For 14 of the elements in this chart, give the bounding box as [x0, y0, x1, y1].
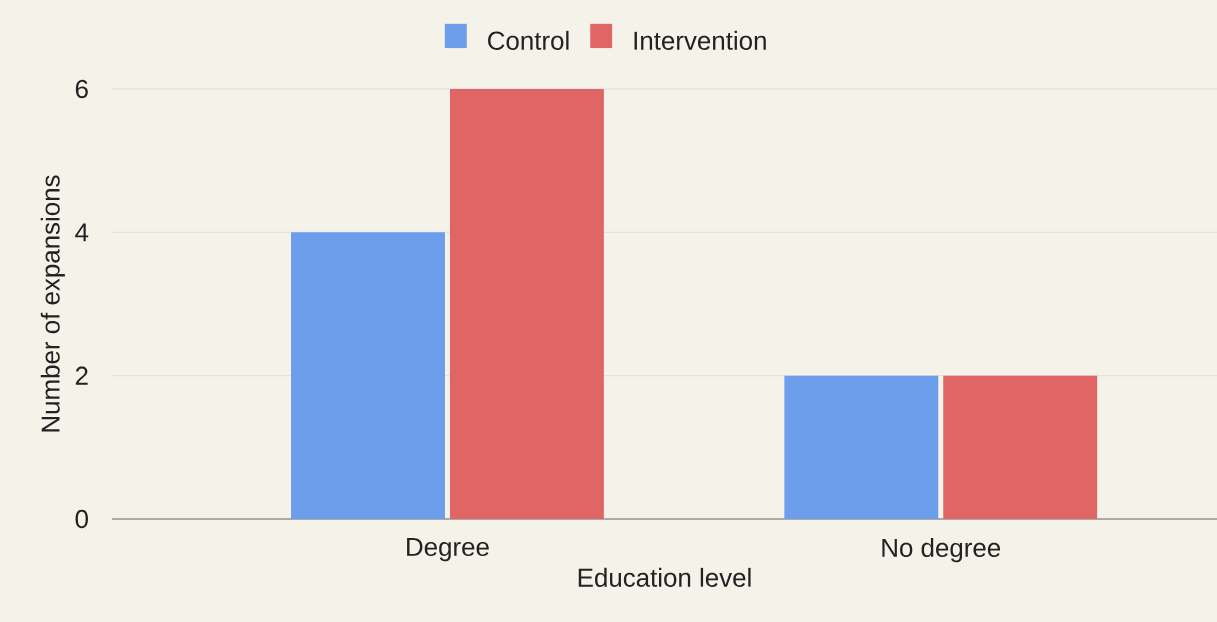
y-tick-label: 2: [75, 366, 88, 385]
x-tick-label: Degree: [407, 538, 489, 562]
bar: [943, 375, 1098, 519]
y-tick-label: 4: [75, 223, 89, 242]
x-tick-label: No degree: [882, 538, 1001, 563]
y-tick-label: 0: [75, 509, 88, 529]
y-axis-title: Number of expansions: [40, 175, 65, 432]
y-tick-label: 6: [75, 79, 88, 99]
bar: [291, 232, 445, 519]
bar: [784, 375, 939, 519]
legend-label: Control: [488, 30, 569, 50]
legend-label: Intervention: [634, 30, 766, 50]
bar: [449, 89, 604, 519]
x-axis-title: Education level: [578, 567, 751, 587]
